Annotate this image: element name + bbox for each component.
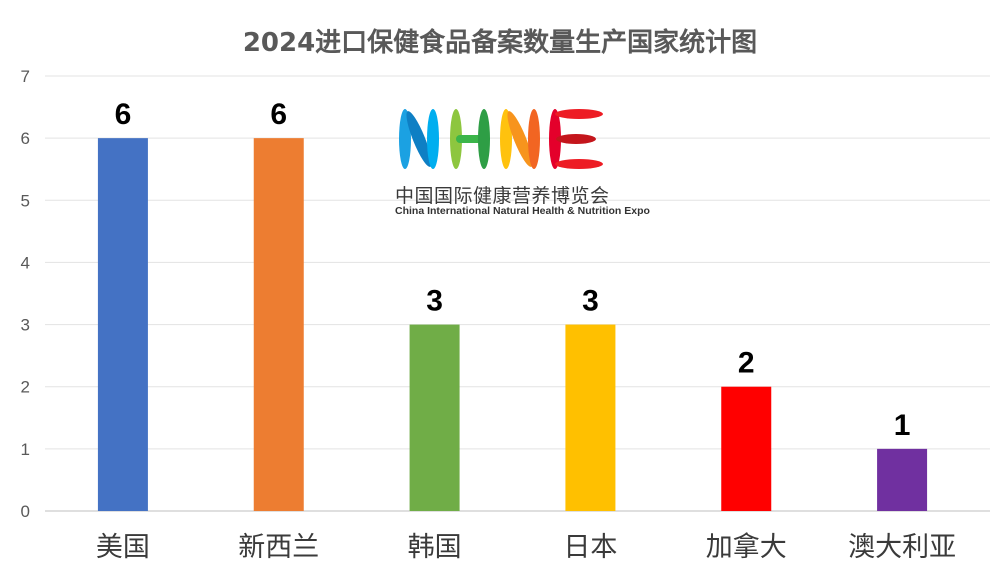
x-tick-label: 新西兰 xyxy=(238,532,319,563)
bars xyxy=(97,138,928,511)
y-tick-label: 0 xyxy=(21,502,30,521)
bar xyxy=(877,448,928,511)
bar xyxy=(253,138,304,511)
x-tick-label: 韩国 xyxy=(408,532,462,563)
nhne-logo: 中国国际健康营养博览会 China International Natural … xyxy=(393,105,650,217)
y-tick-label: 5 xyxy=(21,191,30,210)
bar xyxy=(97,138,148,511)
x-tick-label: 日本 xyxy=(563,532,617,563)
y-tick-label: 6 xyxy=(21,129,30,148)
data-label: 6 xyxy=(270,98,287,131)
data-label: 1 xyxy=(894,409,911,442)
x-tick-label: 美国 xyxy=(96,532,150,563)
x-tick-label: 加拿大 xyxy=(706,532,787,563)
y-tick-label: 3 xyxy=(21,316,30,335)
bar xyxy=(565,324,616,511)
data-label: 6 xyxy=(115,98,132,131)
bar xyxy=(721,386,772,511)
data-label: 3 xyxy=(582,285,599,318)
y-axis-ticks: 0 1 2 3 4 5 6 7 xyxy=(21,67,30,521)
logo-english-name: China International Natural Health & Nut… xyxy=(395,205,650,217)
bar xyxy=(409,324,460,511)
data-label: 2 xyxy=(738,347,755,380)
chart-title: 2024进口保健食品备案数量生产国家统计图 xyxy=(242,28,758,58)
gridlines xyxy=(45,75,990,512)
nhne-logo-mark xyxy=(399,109,603,169)
data-label: 3 xyxy=(426,285,443,318)
y-tick-label: 7 xyxy=(21,67,30,86)
y-tick-label: 1 xyxy=(21,440,30,459)
y-tick-label: 2 xyxy=(21,378,30,397)
logo-chinese-name: 中国国际健康营养博览会 xyxy=(395,185,610,207)
x-axis-ticks: 美国 新西兰 韩国 日本 加拿大 澳大利亚 xyxy=(96,532,956,563)
data-labels: 6 6 3 3 2 1 xyxy=(115,98,911,442)
x-tick-label: 澳大利亚 xyxy=(848,532,956,563)
y-tick-label: 4 xyxy=(21,253,30,272)
